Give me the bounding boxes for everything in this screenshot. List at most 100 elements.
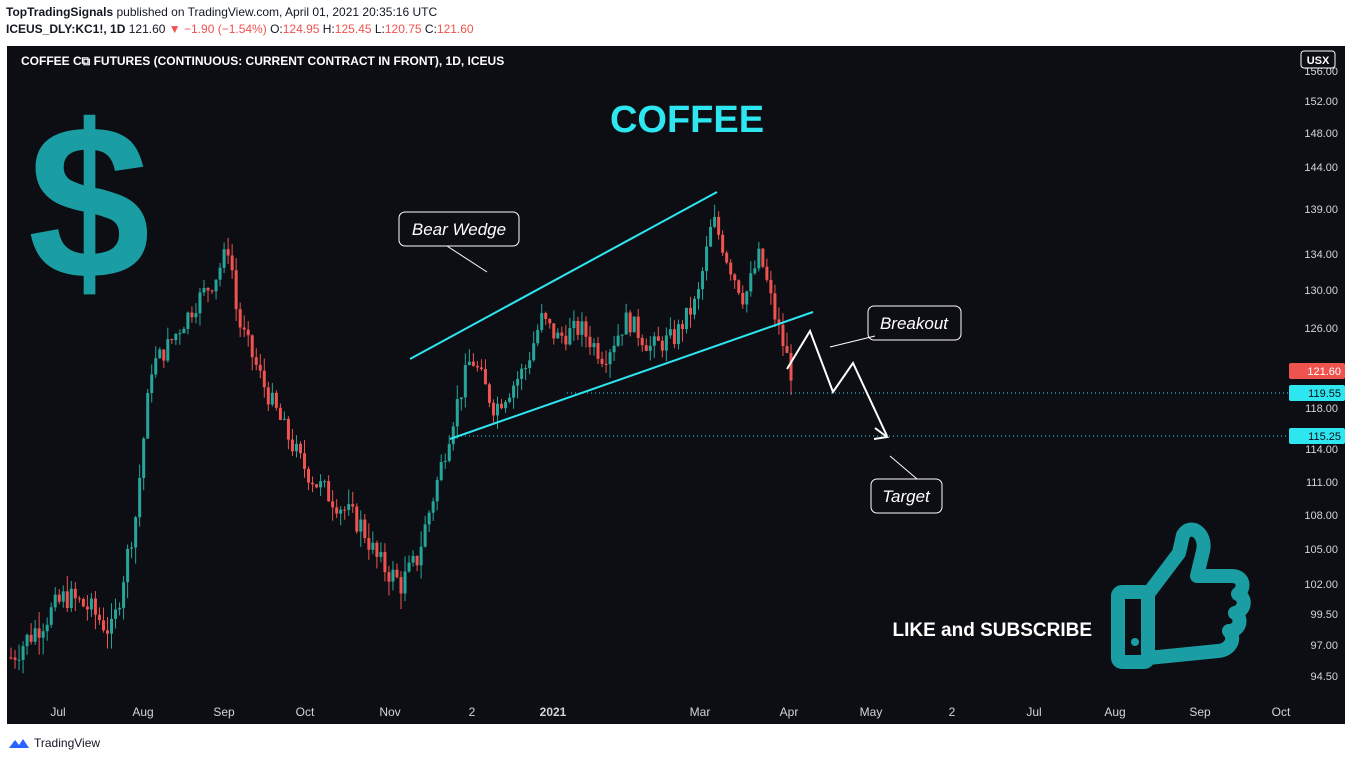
price-tick-5: 134.00 (1304, 249, 1338, 261)
candle-body (395, 569, 399, 578)
publisher-name[interactable]: TopTradingSignals (6, 5, 114, 19)
candle-body (427, 512, 431, 525)
candle-body (238, 309, 242, 328)
candle-body (680, 324, 684, 330)
candle-body (371, 542, 375, 550)
tradingview-text: TradingView (34, 736, 101, 750)
candle-body (701, 271, 705, 290)
candle-body (351, 504, 355, 507)
currency-label: USX (1307, 55, 1330, 67)
candle-body (455, 399, 459, 427)
candle-body (222, 249, 226, 268)
candle-body (644, 345, 648, 351)
chart-canvas[interactable]: Bear Wedge Breakout Target COFFEE C⧉ FUT… (7, 46, 1345, 724)
candle-body (315, 484, 319, 488)
time-tick-5: 2 (469, 705, 476, 719)
candle-body (258, 364, 262, 371)
candle-body (150, 374, 154, 393)
candle-body (266, 387, 270, 405)
footer-brand[interactable]: TradingView (8, 736, 100, 750)
candle-body (552, 323, 556, 339)
candle-body (57, 594, 61, 602)
candle-body (781, 324, 785, 347)
like-subscribe-text: LIKE and SUBSCRIBE (892, 620, 1092, 641)
candle-body (737, 280, 741, 293)
candle-body (459, 397, 463, 400)
candle-body (399, 577, 403, 594)
candle-body (194, 313, 198, 318)
candle-body (89, 598, 93, 610)
candle-body (540, 313, 544, 330)
candle-body (733, 274, 737, 281)
candle-body (544, 313, 548, 320)
candle-body (709, 226, 713, 247)
candle-body (85, 606, 89, 610)
candle-body (693, 298, 697, 315)
candle-body (532, 343, 536, 361)
candle-body (262, 370, 266, 388)
candle-body (524, 368, 528, 370)
bear-wedge-callout: Bear Wedge (398, 211, 520, 273)
candle-body (41, 631, 45, 638)
bear-wedge-label: Bear Wedge (412, 220, 506, 239)
candle-body (717, 216, 721, 235)
candle-body (684, 307, 688, 330)
candle-body (757, 248, 761, 269)
candle-body (612, 345, 616, 353)
candle-body (230, 255, 234, 271)
candle-body (463, 365, 467, 398)
time-tick-8: Apr (780, 705, 799, 719)
candle-body (146, 392, 150, 439)
price-tick-9: 114.00 (1305, 444, 1338, 456)
open-value: 124.95 (282, 22, 320, 36)
candle-body (202, 288, 206, 293)
candle-body (688, 307, 692, 315)
candle-body (483, 368, 487, 385)
coffee-title: COFFEE (610, 99, 764, 141)
price-label-bg-1 (1289, 385, 1345, 401)
candle-body (250, 335, 254, 358)
low-value: 120.75 (384, 22, 422, 36)
candle-body (166, 339, 170, 361)
candle-body (154, 358, 158, 375)
candle-body (640, 337, 644, 346)
time-tick-10: 2 (949, 705, 956, 719)
candle-body (49, 607, 53, 625)
candle-body (138, 477, 142, 518)
candle-body (101, 620, 105, 631)
candle-body (447, 444, 451, 461)
candle-body (335, 507, 339, 514)
time-tick-13: Sep (1189, 705, 1211, 719)
candle-body (97, 614, 101, 621)
candle-body (512, 385, 516, 398)
candle-body (745, 291, 749, 305)
candle-body (504, 402, 508, 409)
candle-body (53, 594, 57, 608)
candle-body (25, 634, 29, 647)
candle-body (290, 439, 294, 452)
candle-body (596, 343, 600, 359)
candle-body (616, 335, 620, 346)
candle-body (186, 312, 190, 329)
price-tick-11: 108.00 (1304, 510, 1338, 522)
candle-body (475, 365, 479, 368)
time-tick-2: Sep (213, 705, 235, 719)
candle-body (528, 360, 532, 369)
candle-body (363, 519, 367, 539)
candle-body (773, 293, 777, 320)
candle-body (307, 468, 311, 483)
candle-body (548, 319, 552, 324)
candle-body (61, 591, 65, 602)
last-price: 121.60 (128, 22, 166, 36)
chart-area[interactable]: Bear Wedge Breakout Target COFFEE C⧉ FUT… (7, 46, 1345, 724)
price-labels: 121.60 119.55 115.25 (1289, 363, 1345, 444)
candle-body (331, 501, 335, 508)
target-label: Target (882, 487, 931, 506)
thumbs-up-icon (1111, 522, 1251, 669)
candle-body (323, 481, 327, 483)
candle-body (126, 548, 130, 583)
candle-body (13, 657, 17, 660)
candle-body (110, 618, 114, 634)
candle-body (122, 582, 126, 608)
ohlc-bar: ICEUS_DLY:KC1!, 1D 121.60 ▼ −1.90 (−1.54… (6, 22, 474, 36)
